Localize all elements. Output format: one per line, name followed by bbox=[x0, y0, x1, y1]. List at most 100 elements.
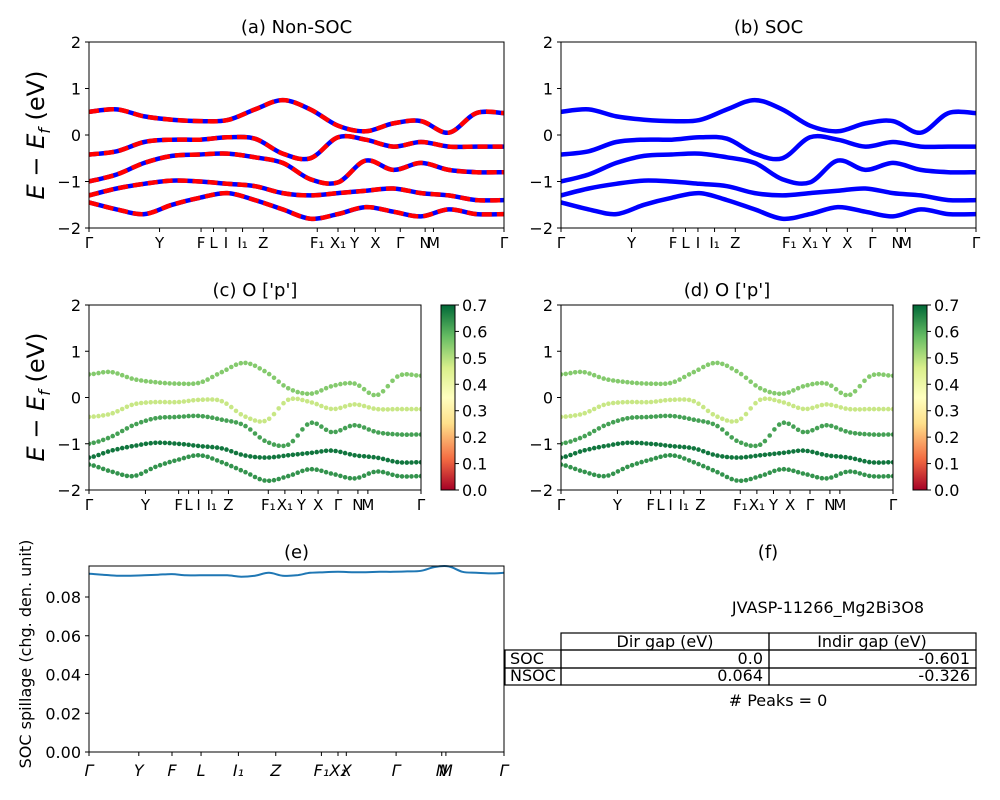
plot-area bbox=[561, 360, 893, 484]
band-point bbox=[862, 378, 867, 384]
x-tick-label: Y bbox=[140, 496, 151, 514]
x-tick-label: X bbox=[842, 234, 852, 252]
band-point bbox=[577, 468, 583, 473]
band-point bbox=[667, 453, 673, 458]
band-point bbox=[167, 459, 172, 465]
band-point bbox=[266, 455, 272, 460]
band-point bbox=[195, 413, 201, 419]
band-point bbox=[757, 473, 763, 479]
band-point bbox=[587, 371, 592, 376]
band-point bbox=[682, 397, 687, 402]
y-tick-label: 2 bbox=[71, 296, 81, 315]
band-point bbox=[701, 364, 706, 370]
band-point bbox=[200, 414, 206, 419]
band-point bbox=[833, 454, 839, 459]
band-point bbox=[591, 428, 597, 434]
band-point bbox=[366, 405, 372, 410]
band-point bbox=[214, 416, 220, 422]
band-point bbox=[729, 366, 734, 371]
band-point bbox=[867, 374, 872, 379]
ylabel-band-mid-sub: f bbox=[35, 388, 54, 396]
band-line bbox=[561, 97, 976, 135]
band-point bbox=[409, 406, 414, 412]
band-point bbox=[361, 386, 367, 392]
band-point bbox=[577, 369, 583, 375]
band-point bbox=[710, 452, 716, 457]
band-point bbox=[786, 401, 791, 407]
band-point bbox=[743, 454, 749, 460]
band-point bbox=[300, 397, 305, 403]
band-point bbox=[795, 469, 801, 475]
band-point bbox=[715, 414, 720, 420]
band-point bbox=[648, 381, 654, 387]
band-point bbox=[772, 390, 777, 396]
band-point bbox=[191, 381, 196, 387]
band-point bbox=[290, 438, 296, 444]
band-point bbox=[323, 405, 329, 411]
band-point bbox=[734, 455, 739, 460]
band-point bbox=[682, 415, 687, 421]
band-point bbox=[342, 381, 348, 386]
band-point bbox=[781, 450, 787, 456]
row-nsoc-label: NSOC bbox=[510, 666, 556, 685]
x-tick-label: N bbox=[352, 496, 363, 514]
band-point bbox=[629, 462, 635, 468]
band-point bbox=[781, 466, 787, 472]
band-point bbox=[153, 464, 158, 470]
y-tick-label: 1 bbox=[543, 80, 553, 99]
band-point bbox=[390, 406, 395, 412]
band-point bbox=[843, 469, 848, 475]
band-point bbox=[724, 363, 730, 369]
band-point bbox=[205, 414, 210, 420]
band-point bbox=[705, 465, 711, 471]
x-tick-label: Y bbox=[134, 761, 145, 780]
band-point bbox=[285, 473, 291, 479]
band-point bbox=[663, 443, 668, 448]
band-point bbox=[376, 392, 381, 398]
band-point bbox=[561, 372, 564, 377]
band-point bbox=[347, 423, 353, 429]
band-point bbox=[606, 473, 611, 478]
row-soc-dir: 0.0 bbox=[738, 649, 763, 668]
band-point bbox=[601, 444, 606, 449]
band-point bbox=[290, 396, 296, 402]
band-point bbox=[119, 428, 125, 434]
band-point bbox=[233, 362, 239, 368]
band-point bbox=[257, 435, 263, 440]
band-point bbox=[338, 428, 343, 433]
band-point bbox=[138, 471, 144, 477]
band-point bbox=[395, 406, 400, 412]
band-point bbox=[418, 432, 421, 437]
band-point bbox=[634, 461, 640, 466]
band-point bbox=[129, 402, 134, 408]
band-point bbox=[399, 474, 405, 479]
band-point bbox=[134, 473, 139, 478]
band-point bbox=[705, 420, 711, 425]
band-point bbox=[634, 399, 640, 405]
band-point bbox=[157, 415, 163, 420]
band-point bbox=[105, 449, 111, 454]
colorbar-tick-label: 0.3 bbox=[934, 402, 959, 421]
band-point bbox=[143, 378, 149, 384]
band-point bbox=[848, 392, 853, 398]
x-tick-label: Γ bbox=[557, 234, 566, 252]
band-point bbox=[715, 469, 720, 475]
band-point bbox=[724, 418, 730, 423]
band-point bbox=[677, 444, 682, 450]
band-point bbox=[620, 379, 625, 385]
band-point bbox=[266, 478, 272, 484]
band-point bbox=[205, 397, 210, 402]
band-point bbox=[644, 381, 649, 386]
band-point bbox=[824, 453, 829, 458]
band-point bbox=[625, 464, 630, 470]
band-point bbox=[620, 417, 625, 422]
band-point bbox=[776, 467, 782, 472]
band-point bbox=[596, 426, 602, 431]
band-point bbox=[786, 467, 791, 473]
band-point bbox=[625, 379, 630, 385]
band-point bbox=[810, 449, 815, 455]
band-point bbox=[91, 463, 96, 468]
band-point bbox=[167, 414, 172, 420]
band-point bbox=[105, 412, 111, 417]
band-line bbox=[89, 151, 504, 186]
